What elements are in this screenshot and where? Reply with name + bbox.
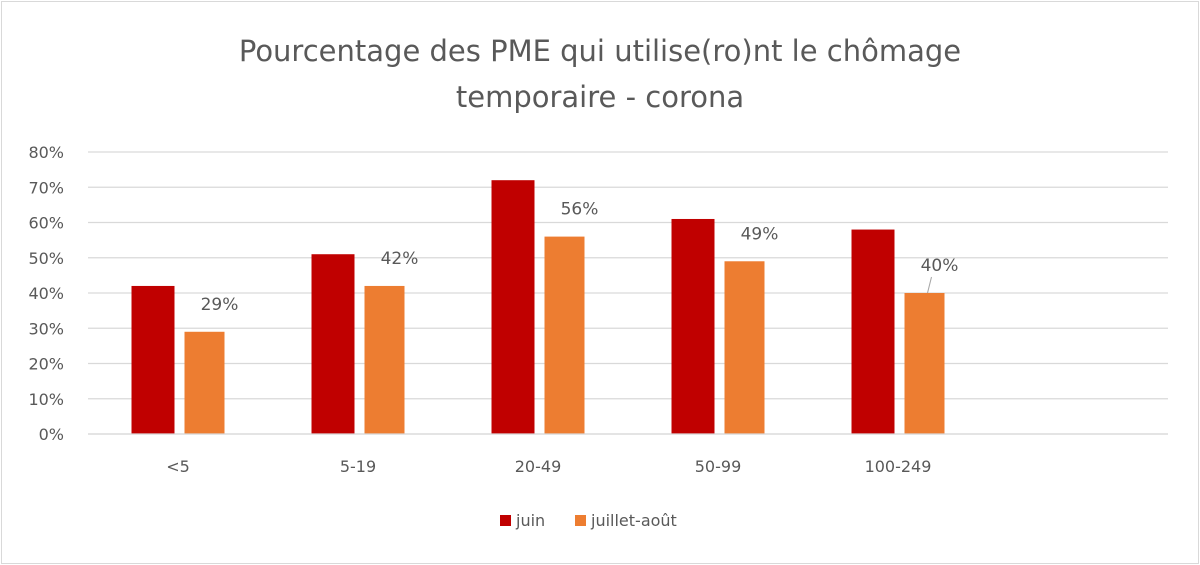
y-tick-label: 30%	[28, 319, 64, 338]
y-tick-label: 50%	[28, 249, 64, 268]
y-tick-label: 0%	[39, 425, 64, 444]
bar-juin	[671, 218, 715, 434]
legend-label-juillet-août: juillet-août	[590, 511, 677, 530]
bar-juillet-août	[724, 261, 765, 434]
chart-title: Pourcentage des PME qui utilise(ro)nt le…	[0, 28, 1200, 120]
x-tick-label: 20-49	[515, 457, 562, 476]
x-tick-label: <5	[166, 457, 190, 476]
y-tick-label: 80%	[28, 143, 64, 162]
y-tick-label: 10%	[28, 390, 64, 409]
legend-label-juin: juin	[515, 511, 545, 530]
bar-juillet-août	[544, 236, 585, 434]
bar-juin	[491, 180, 535, 434]
data-label: 29%	[201, 295, 239, 315]
y-tick-label: 20%	[28, 355, 64, 374]
x-tick-label: 50-99	[695, 457, 742, 476]
bar-juillet-août	[184, 331, 225, 434]
data-label: 40%	[921, 256, 959, 276]
bar-juillet-août	[904, 293, 945, 434]
y-tick-label: 70%	[28, 178, 64, 197]
data-label-leader-line	[927, 276, 932, 294]
x-tick-label: 100-249	[865, 457, 932, 476]
y-tick-label: 40%	[28, 284, 64, 303]
legend-swatch	[500, 515, 511, 526]
legend-swatch	[575, 515, 586, 526]
bar-juillet-août	[364, 285, 405, 434]
bar-juin	[131, 285, 175, 434]
data-label: 56%	[561, 200, 599, 220]
x-tick-label: 5-19	[340, 457, 376, 476]
chart-title-line2: temporaire - corona	[455, 80, 745, 114]
bar-juin	[311, 254, 355, 434]
chart-title-line1: Pourcentage des PME qui utilise(ro)nt le…	[238, 34, 962, 68]
data-label: 42%	[381, 249, 419, 269]
y-tick-label: 60%	[28, 214, 64, 233]
data-label: 49%	[741, 224, 779, 244]
bar-juin	[851, 229, 895, 434]
